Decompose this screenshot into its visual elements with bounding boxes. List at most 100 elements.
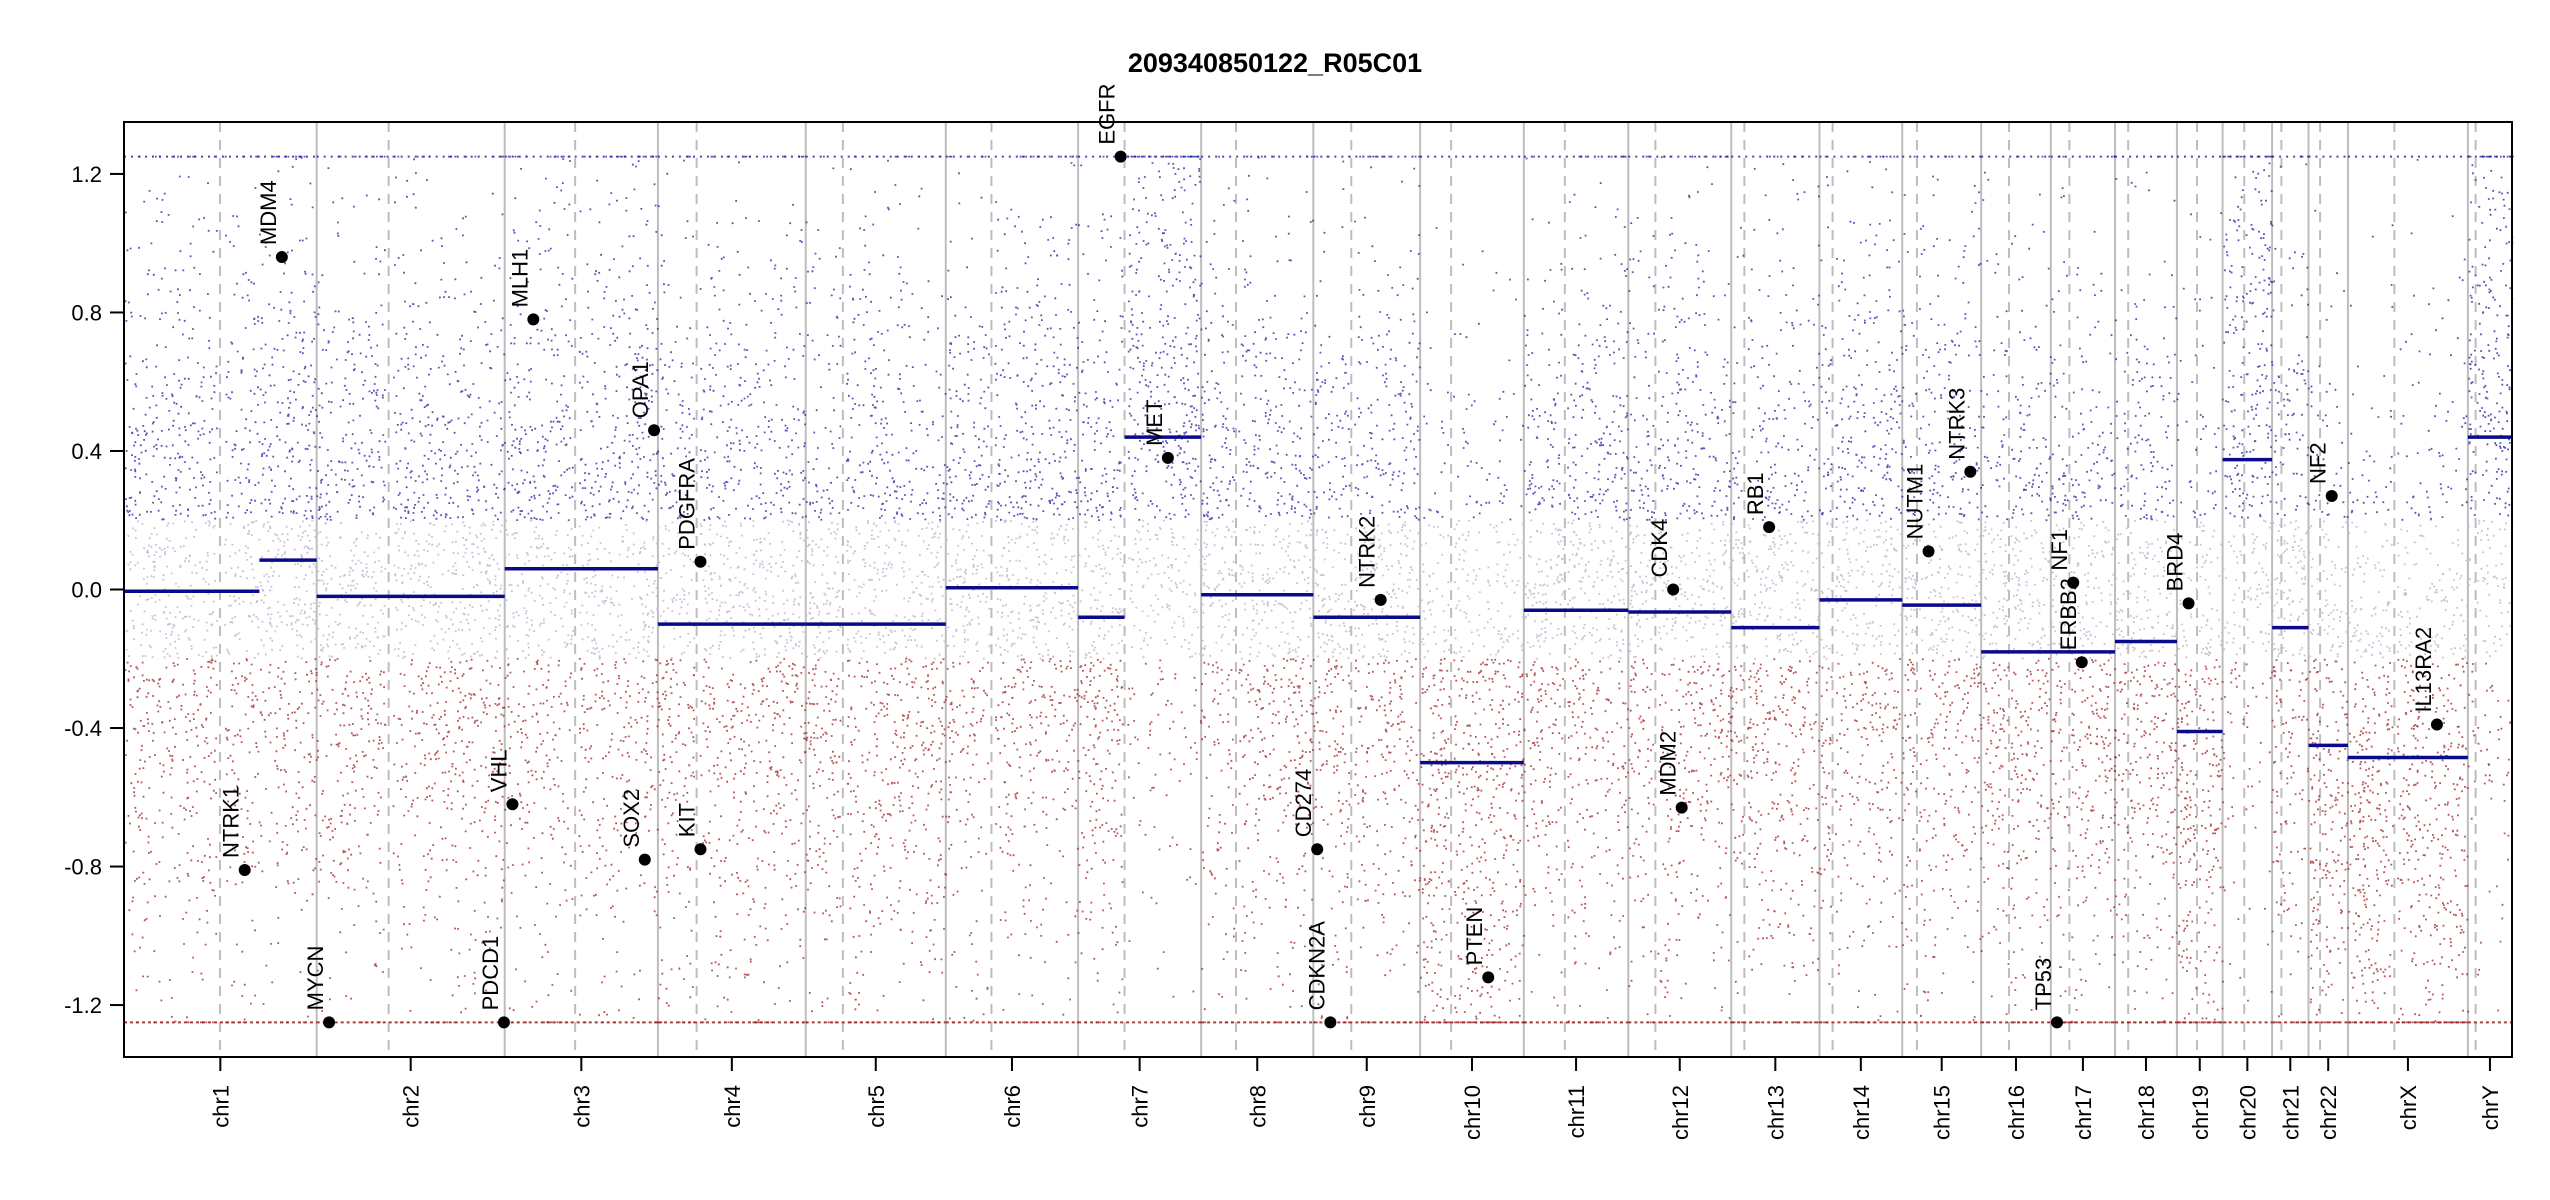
chromosome-label: chr20 — [2235, 1085, 2260, 1140]
chromosome-label: chr10 — [1460, 1085, 1485, 1140]
probe-points-gain-chr22 — [2310, 209, 2349, 518]
probe-points-neutral-chr18 — [2115, 519, 2179, 659]
gene-label-pten: PTEN — [1462, 907, 1487, 966]
probe-points-gain-chr4 — [658, 155, 808, 521]
probe-points-loss-chr1 — [124, 658, 319, 1024]
gene-label-il13ra2: IL13RA2 — [2411, 627, 2436, 713]
gene-label-egfr: EGFR — [1095, 84, 1120, 145]
gene-point-cdk4 — [1667, 583, 1680, 596]
gene-markers: NTRK1 MDM4 MYCN PDCD1 VHL MLH1 SOX2 OPA1 PDGFRA K… — [219, 84, 2443, 1029]
probe-points-loss-chr13 — [1731, 658, 1822, 1024]
probe-points-neutral-chr11 — [1524, 519, 1630, 660]
probe-points-gain-chr5 — [805, 155, 947, 521]
probe-points-neutral-chr16 — [1981, 520, 2053, 660]
gene-label-nf2: NF2 — [2306, 442, 2331, 484]
probe-points-gain-chr17 — [2051, 155, 2117, 520]
probe-points-gain-chr20 — [2222, 155, 2274, 519]
probe-points-loss-chr4 — [658, 658, 808, 1024]
y-tick-label: -0.8 — [64, 855, 102, 880]
probe-points — [124, 155, 2514, 1024]
gene-label-cdkn2a: CDKN2A — [1304, 921, 1329, 1011]
probe-points-gain-chr6 — [946, 155, 1080, 521]
chromosome-label: chr22 — [2316, 1085, 2341, 1140]
gene-point-ntrk1 — [238, 864, 251, 876]
probe-points-gain-chr18 — [2115, 155, 2179, 521]
gene-point-ntrk3 — [1964, 465, 1977, 478]
gene-label-met: MET — [1142, 399, 1167, 445]
gene-point-tp53 — [2050, 1016, 2063, 1029]
probe-points-loss-chr14 — [1819, 658, 1904, 1024]
probe-points-loss-chr11 — [1524, 658, 1629, 1024]
probe-points-neutral-chr5 — [805, 519, 946, 660]
gene-point-pdgfra — [694, 555, 707, 568]
chromosome-label: chr6 — [1000, 1085, 1025, 1128]
probe-points-loss-chr7 — [1078, 659, 1203, 1024]
probe-points-neutral-chr9 — [1313, 519, 1421, 659]
probe-points-loss-chr9 — [1313, 658, 1422, 1024]
gene-point-mdm2 — [1675, 801, 1688, 814]
probe-points-neutral-chr22 — [2308, 520, 2350, 658]
gene-point-erbb2 — [2075, 656, 2088, 669]
gene-point-mdm4 — [275, 251, 288, 264]
probe-points-gain-chr11 — [1523, 155, 1629, 521]
gene-point-ntrk2 — [1374, 593, 1387, 606]
probe-points-gain-chr14 — [1820, 155, 1904, 521]
probe-points-neutral-chr21 — [2272, 520, 2310, 657]
probe-points-gain-chr2 — [317, 155, 507, 521]
probe-points-loss-chr8 — [1201, 658, 1315, 1024]
probe-points-gain-chr10 — [1423, 227, 1524, 521]
probe-points-loss-chr22 — [2309, 658, 2350, 1024]
chromosome-label: chr21 — [2278, 1085, 2303, 1140]
gene-point-cdkn2a — [1324, 1016, 1337, 1029]
gene-point-egfr — [1114, 150, 1127, 163]
probe-points-gain-chr16 — [1981, 155, 2052, 522]
gene-label-opa1: OPA1 — [628, 361, 653, 418]
probe-points-neutral-chr3 — [505, 519, 660, 660]
gene-point-cd274 — [1311, 843, 1324, 856]
gene-label-brd4: BRD4 — [2163, 533, 2188, 592]
chromosome-label: chr9 — [1355, 1085, 1380, 1128]
probe-points-loss-chrX — [2348, 657, 2470, 1024]
gene-label-ntrk3: NTRK3 — [1944, 388, 1969, 460]
probe-points-loss-chr19 — [2176, 659, 2225, 1024]
gene-point-pdcd1 — [497, 1016, 510, 1029]
probe-points-gain-chr21 — [2272, 155, 2310, 516]
probe-points-loss-chr16 — [1981, 657, 2053, 1024]
probe-points-gain-chrX — [2348, 159, 2468, 521]
gene-point-nf1 — [2067, 576, 2080, 589]
plot-frame — [123, 121, 2513, 1058]
probe-points-loss-chr21 — [2272, 659, 2311, 1024]
gene-label-mdm4: MDM4 — [256, 180, 281, 245]
probe-points-loss-chr20 — [2223, 661, 2274, 1024]
gene-label-mlh1: MLH1 — [507, 249, 532, 308]
gene-label-pdgfra: PDGFRA — [674, 458, 699, 550]
gene-label-mycn: MYCN — [303, 946, 328, 1011]
gene-point-mycn — [323, 1016, 336, 1029]
gene-point-nf2 — [2325, 490, 2338, 502]
chromosome-label: chr16 — [2004, 1085, 2029, 1140]
probe-points-loss-chr12 — [1628, 658, 1733, 1024]
probe-points-loss-chr15 — [1902, 658, 1983, 1024]
probe-points-loss-chr3 — [504, 657, 660, 1024]
chromosome-label: chr19 — [2188, 1085, 2213, 1140]
gene-point-sox2 — [638, 853, 651, 866]
chromosome-label: chr4 — [720, 1085, 745, 1128]
probe-points-gain-chr9 — [1313, 155, 1421, 521]
gene-point-pten — [1482, 971, 1495, 984]
gene-point-nutm1 — [1922, 545, 1935, 558]
probe-points-neutral-chr8 — [1201, 520, 1316, 660]
chromosome-label: chr13 — [1763, 1085, 1788, 1140]
probe-points-gain-chr8 — [1201, 155, 1315, 521]
centromere-lines — [218, 122, 2477, 1057]
gene-label-cdk4: CDK4 — [1647, 519, 1672, 578]
y-tick-label: 0.4 — [71, 439, 102, 464]
probe-points-neutral-chr6 — [946, 519, 1080, 660]
probe-points-neutral-chr20 — [2222, 519, 2274, 656]
probe-points-neutral-chr7 — [1078, 519, 1202, 660]
gene-label-vhl: VHL — [486, 749, 511, 792]
probe-points-neutral-chrX — [2348, 519, 2470, 659]
y-tick-label: -0.4 — [64, 716, 102, 741]
probe-points-neutral-chr13 — [1731, 520, 1822, 660]
probe-points-neutral-chr1 — [124, 519, 319, 660]
